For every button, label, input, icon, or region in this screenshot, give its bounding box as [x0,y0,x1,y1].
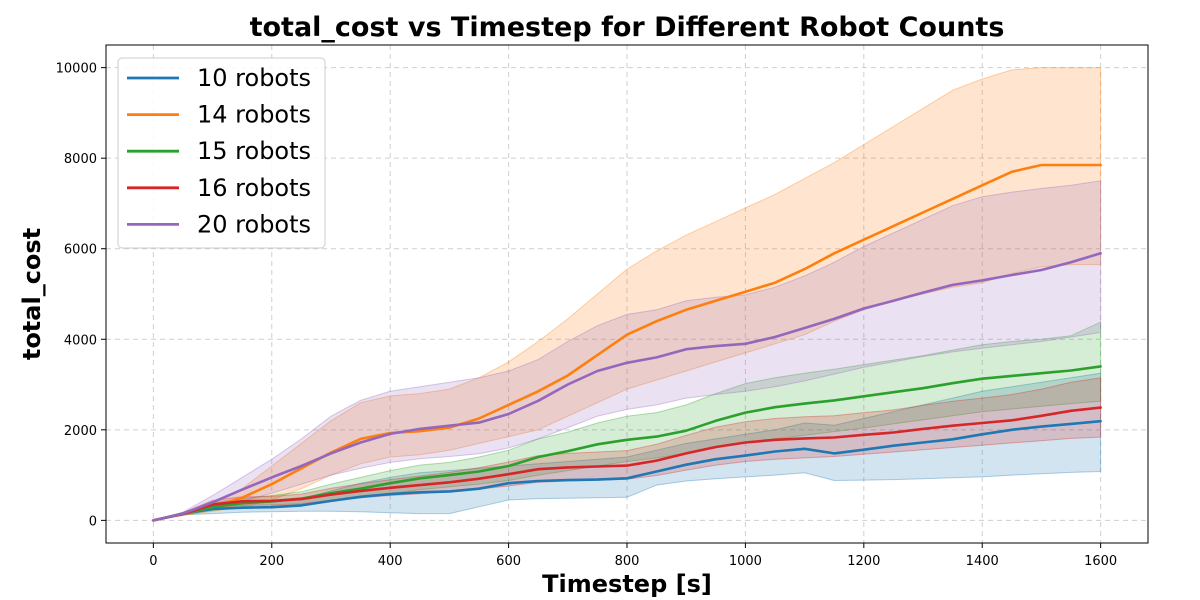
y-tick-label: 2000 [64,424,97,439]
line-20-robots [152,252,1102,522]
x-tick-label: 1000 [729,554,762,569]
x-tick-label: 800 [615,554,640,569]
x-tick-label: 1600 [1084,554,1117,569]
y-tick-label: 4000 [64,333,97,348]
legend-label-20-robots: 20 robots [197,210,311,238]
band-15-robots [153,321,1102,521]
y-axis-ticks: 0 2000 4000 6000 8000 10000 [56,62,106,529]
x-tick-label: 400 [378,554,403,569]
y-tick-label: 8000 [64,152,97,167]
legend-box [117,57,326,249]
legend: 10 robots 14 robots 15 robots 16 robots 20 r… [117,57,326,249]
legend-label-15-robots: 15 robots [197,137,311,165]
legend-label-16-robots: 16 robots [197,174,311,202]
y-tick-label: 10000 [56,62,97,77]
line-16-robots [152,406,1102,522]
x-tick-label: 600 [496,554,521,569]
x-tick-label: 1200 [847,554,880,569]
legend-label-10-robots: 10 robots [197,64,311,92]
series-lines [152,163,1102,522]
x-axis-label: Timestep [s] [542,570,712,598]
x-tick-label: 0 [149,554,157,569]
chart-title: total_cost vs Timestep for Different Rob… [250,12,1005,43]
legend-label-14-robots: 14 robots [197,101,311,129]
x-tick-label: 200 [259,554,284,569]
line-10-robots [152,419,1102,522]
y-tick-label: 0 [89,514,97,529]
x-tick-label: 1400 [966,554,999,569]
x-axis-ticks: 0 200 400 600 800 1000 1200 1400 1600 [149,543,1117,569]
y-axis-label: total_cost [18,228,46,360]
band-20-robots [153,180,1102,521]
y-tick-label: 6000 [64,243,97,258]
